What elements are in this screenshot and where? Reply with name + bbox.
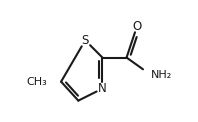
- Text: S: S: [82, 34, 89, 47]
- Text: O: O: [132, 20, 142, 33]
- Text: NH₂: NH₂: [151, 70, 172, 80]
- Text: CH₃: CH₃: [27, 77, 47, 87]
- Text: N: N: [98, 82, 107, 95]
